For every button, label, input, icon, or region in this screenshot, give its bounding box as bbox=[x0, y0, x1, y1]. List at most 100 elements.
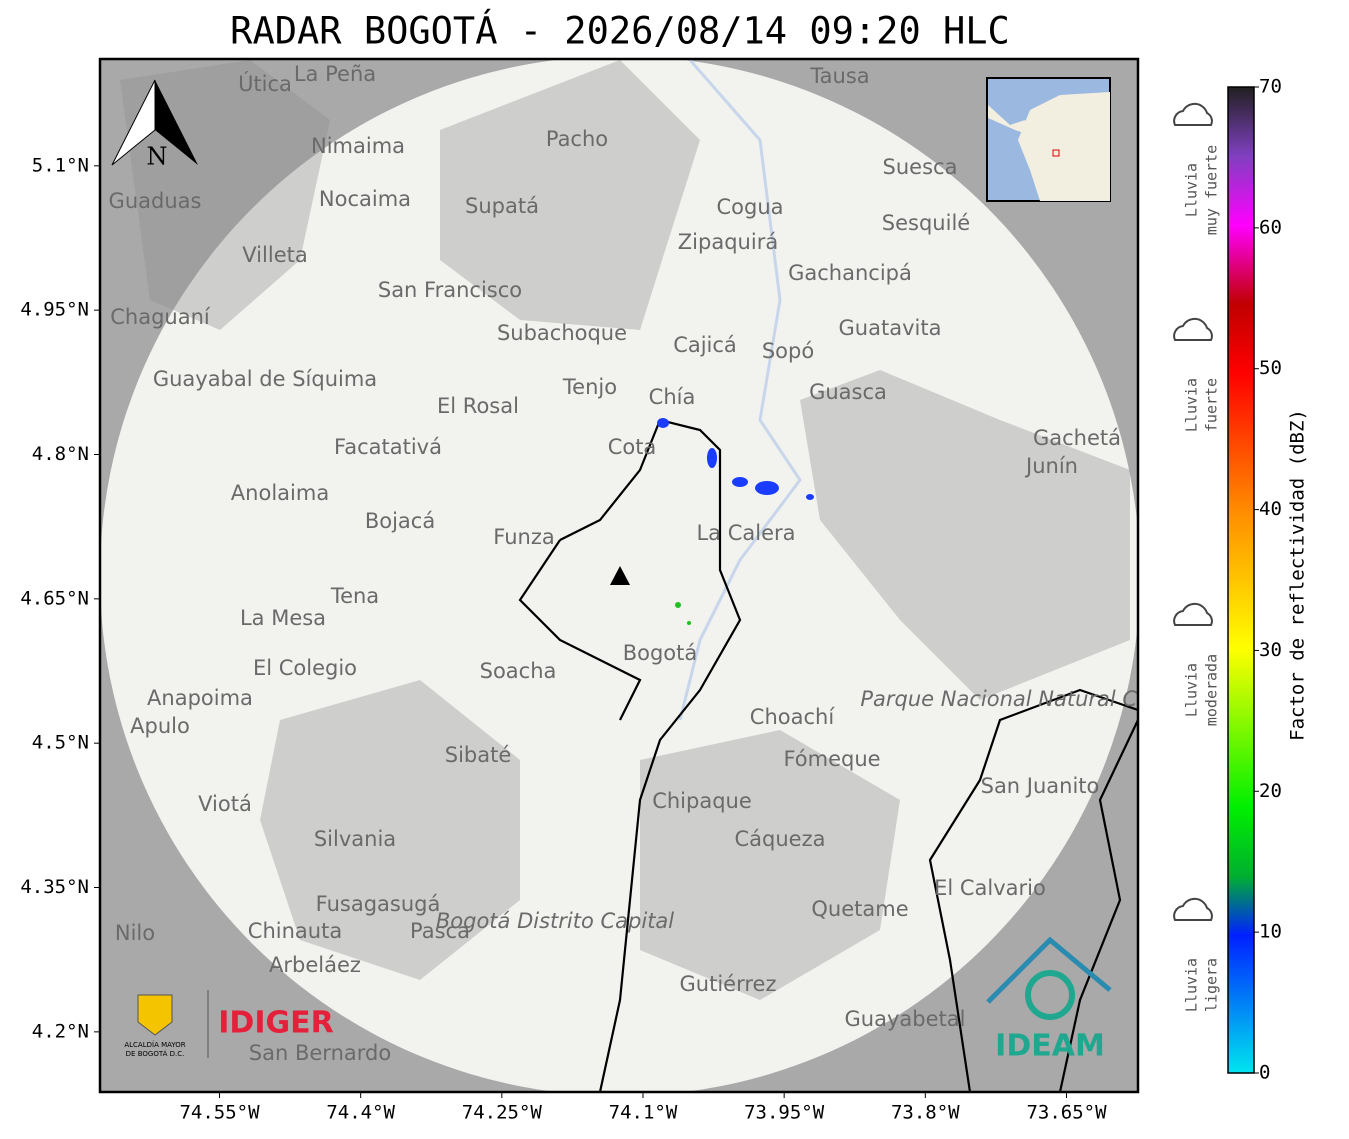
y-tick-label: 4.35°N bbox=[20, 876, 89, 898]
place-label: La Mesa bbox=[240, 606, 326, 630]
legend-label: ligera bbox=[1203, 958, 1221, 1012]
map-frame bbox=[98, 57, 1140, 1094]
rain-icon bbox=[1173, 602, 1213, 626]
place-label: Facatativá bbox=[334, 435, 442, 459]
place-label: Subachoque bbox=[497, 321, 627, 345]
x-tick-label: 73.65°W bbox=[1026, 1102, 1107, 1124]
place-label: Guatavita bbox=[839, 316, 942, 340]
place-label: Tenjo bbox=[562, 375, 617, 399]
colorbar-tick-label: 10 bbox=[1259, 921, 1282, 943]
place-label: San Bernardo bbox=[249, 1041, 391, 1065]
place-label: Nocaima bbox=[319, 187, 411, 211]
logo-text: ALCALDÍA MAYOR bbox=[124, 1040, 185, 1049]
place-label: Nilo bbox=[115, 921, 155, 945]
place-label: Anolaima bbox=[231, 481, 329, 505]
place-label: Guayabetal bbox=[845, 1007, 966, 1031]
place-label: Villeta bbox=[242, 243, 307, 267]
place-label: Sesquilé bbox=[882, 211, 970, 235]
ideam-logo: IDEAM bbox=[986, 936, 1112, 1064]
place-label: Cota bbox=[608, 435, 657, 459]
x-tick-label: 74.1°W bbox=[609, 1102, 678, 1124]
place-label: Anapoima bbox=[147, 686, 253, 710]
y-tick-label: 4.8°N bbox=[32, 443, 89, 465]
place-label: Cajicá bbox=[673, 333, 737, 357]
colorbar-tick-label: 60 bbox=[1259, 216, 1282, 238]
place-label: Chaguaní bbox=[110, 305, 211, 329]
title: RADAR BOGOTÁ - 2026/08/14 09:20 HLC bbox=[230, 9, 1010, 53]
place-label: Fómeque bbox=[783, 747, 880, 771]
place-label: Gachetá bbox=[1033, 426, 1121, 450]
x-tick-label: 74.55°W bbox=[179, 1102, 260, 1124]
ideam-text: IDEAM bbox=[995, 1029, 1105, 1064]
y-tick-label: 4.95°N bbox=[20, 299, 89, 321]
place-label: Pacho bbox=[546, 127, 608, 151]
place-label: Arbeláez bbox=[269, 953, 361, 977]
place-label: La Peña bbox=[294, 62, 376, 86]
inset-map bbox=[986, 77, 1111, 202]
place-label: Apulo bbox=[130, 714, 190, 738]
place-label: Soacha bbox=[480, 659, 557, 683]
place-label: Suesca bbox=[883, 155, 958, 179]
logo-text: DE BOGOTÁ D.C. bbox=[126, 1049, 185, 1058]
x-tick-label: 73.95°W bbox=[744, 1102, 825, 1124]
colorbar-tick-label: 0 bbox=[1259, 1062, 1270, 1084]
legend-label: fuerte bbox=[1203, 378, 1221, 432]
place-label: Bojacá bbox=[365, 509, 435, 533]
rain-icon bbox=[1173, 897, 1213, 921]
colorbar-tick-label: 30 bbox=[1259, 639, 1282, 661]
colorbar-tick-label: 20 bbox=[1259, 780, 1282, 802]
colorbar-label: Factor de reflectividad (dBZ) bbox=[1287, 409, 1309, 741]
rain-icon bbox=[1173, 102, 1213, 126]
legend-label: Lluvia bbox=[1183, 378, 1201, 432]
x-tick-label: 74.4°W bbox=[326, 1102, 395, 1124]
colorbar bbox=[1227, 86, 1255, 1074]
district-border bbox=[518, 418, 742, 1092]
place-label: San Juanito bbox=[981, 774, 1100, 798]
legend-label: Lluvia bbox=[1183, 163, 1201, 217]
place-label: Choachí bbox=[750, 705, 836, 729]
legend-label: muy fuerte bbox=[1203, 145, 1221, 235]
north-label: N bbox=[147, 143, 168, 171]
place-label: El Calvario bbox=[934, 876, 1046, 900]
place-label: El Rosal bbox=[437, 394, 519, 418]
place-label: Junín bbox=[1024, 454, 1078, 478]
colorbar-tick-label: 70 bbox=[1259, 76, 1282, 98]
dept-border bbox=[928, 688, 1138, 1092]
place-label: Parque Nacional Natural Chingaza bbox=[860, 687, 1219, 711]
y-tick-label: 4.2°N bbox=[32, 1020, 89, 1042]
colorbar-tick-label: 50 bbox=[1259, 357, 1282, 379]
place-label: Bogotá Distrito Capital bbox=[436, 909, 674, 933]
place-label: Gutiérrez bbox=[680, 972, 777, 996]
x-tick-label: 73.8°W bbox=[891, 1102, 960, 1124]
place-label: Tausa bbox=[809, 64, 869, 88]
place-label: Guayabal de Síquima bbox=[153, 367, 377, 391]
rain-icon bbox=[1173, 317, 1213, 341]
y-tick-label: 4.65°N bbox=[20, 587, 89, 609]
place-label: Cogua bbox=[716, 195, 783, 219]
place-label: Viotá bbox=[198, 792, 252, 816]
colorbar-tick-label: 40 bbox=[1259, 498, 1282, 520]
place-label: Fusagasugá bbox=[316, 892, 441, 916]
terrain bbox=[120, 60, 1130, 1000]
place-label: Guasca bbox=[809, 380, 887, 404]
place-label: Chinauta bbox=[248, 919, 342, 943]
y-tick-label: 4.5°N bbox=[32, 732, 89, 754]
y-tick-label: 5.1°N bbox=[32, 154, 89, 176]
place-label: Cáqueza bbox=[735, 827, 826, 851]
place-label: Silvania bbox=[314, 827, 396, 851]
place-label: Supatá bbox=[465, 194, 539, 218]
place-label: Chía bbox=[649, 385, 696, 409]
river bbox=[678, 59, 802, 721]
place-label: Sopó bbox=[762, 339, 814, 363]
legend-label: Lluvia bbox=[1183, 958, 1201, 1012]
place-label: Chipaque bbox=[652, 789, 752, 813]
place-label: El Colegio bbox=[253, 656, 357, 680]
place-label: Tena bbox=[330, 584, 379, 608]
alcaldia-logo: ALCALDÍA MAYOR DE BOGOTÁ D.C. bbox=[124, 990, 209, 1058]
place-label: Nimaima bbox=[311, 134, 405, 158]
place-label: Sibaté bbox=[445, 743, 512, 767]
place-label: Guaduas bbox=[109, 189, 202, 213]
radar-echo bbox=[657, 418, 814, 625]
